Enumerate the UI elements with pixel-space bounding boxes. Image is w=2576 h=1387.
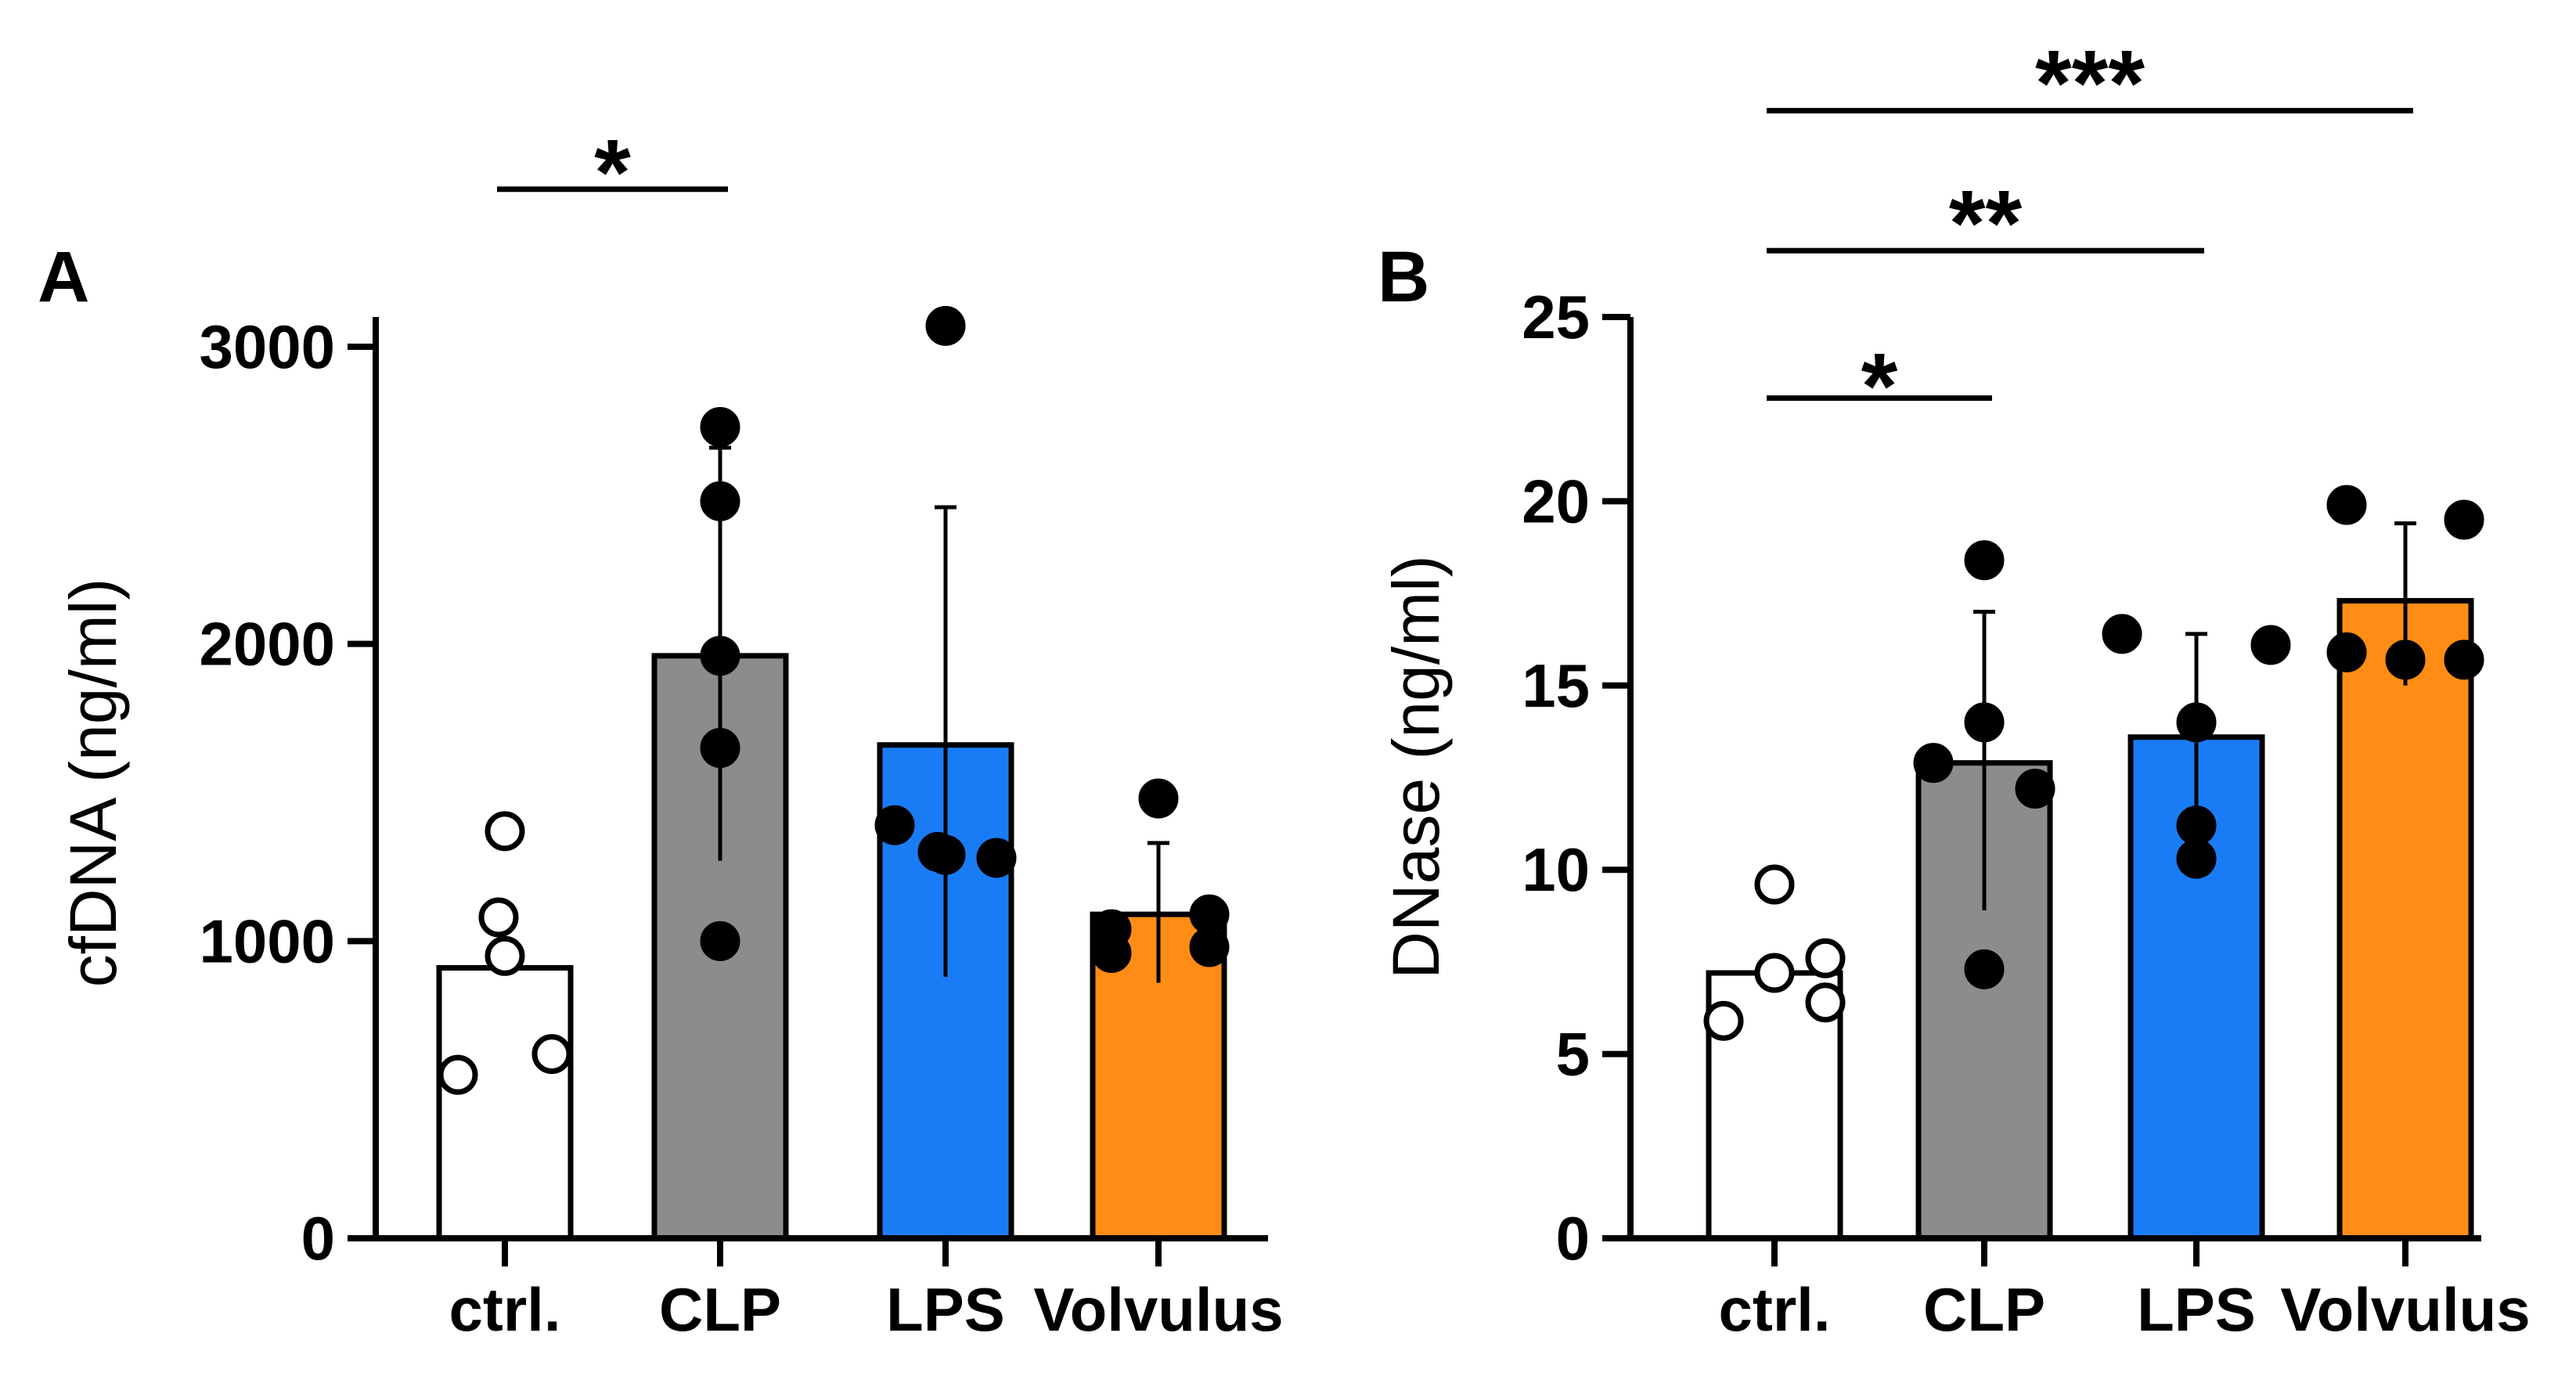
y-tick-label-b-3: 15 (1522, 651, 1590, 720)
data-point-a-1-4 (700, 920, 740, 961)
category-label-b-1: CLP (1923, 1275, 2045, 1344)
data-point-a-3-1 (1189, 894, 1230, 935)
data-point-b-1-0 (1964, 540, 2005, 581)
bar-b-3 (2336, 598, 2474, 1241)
data-point-a-0-0 (485, 811, 525, 852)
data-point-b-1-3 (2015, 769, 2055, 809)
data-point-b-3-2 (2326, 632, 2367, 672)
error-bars-b (1771, 521, 2416, 1266)
data-point-a-1-1 (700, 481, 740, 521)
data-point-b-3-0 (2326, 485, 2367, 525)
panel-letter-b: B (1378, 237, 1429, 317)
data-point-a-0-2 (485, 935, 525, 976)
data-point-a-0-4 (438, 1054, 478, 1095)
data-point-a-2-2 (976, 838, 1017, 878)
y-tick-label-b-1: 5 (1556, 1020, 1590, 1089)
axes-a (373, 317, 1268, 1241)
y-tick-label-b-2: 10 (1522, 835, 1590, 904)
significance-label-b-2: *** (2035, 31, 2145, 135)
significance-a: * (497, 121, 728, 225)
category-label-b-3: Volvulus (2280, 1275, 2530, 1344)
y-tick-label-b-0: 0 (1556, 1204, 1590, 1273)
significance-label-b-1: ** (1949, 171, 2023, 276)
y-tick-label-a-1: 1000 (199, 906, 335, 975)
data-point-b-1-1 (1964, 702, 2005, 743)
data-point-b-1-4 (1964, 949, 2005, 989)
category-label-b-0: ctrl. (1718, 1275, 1830, 1344)
points-b (1703, 485, 2484, 1041)
y-axis-title-b: DNase (ng/ml) (1379, 555, 1453, 978)
y-tick-label-a-3: 3000 (199, 312, 335, 381)
panel-letter-a: A (38, 237, 89, 317)
y-tick-label-b-5: 25 (1522, 283, 1590, 351)
data-point-b-0-2 (1754, 953, 1795, 993)
data-point-b-3-4 (2385, 639, 2426, 680)
significance-label-a-0: * (594, 121, 631, 225)
data-point-b-0-3 (1805, 982, 1846, 1023)
data-point-a-0-1 (478, 897, 519, 938)
bars-b (1706, 598, 2474, 1241)
category-label-a-0: ctrl. (449, 1275, 560, 1344)
category-labels-b: ctrl. CLP LPS Volvulus (1718, 1275, 2530, 1344)
data-point-a-2-0 (925, 305, 966, 346)
category-labels-a: ctrl. CLP LPS Volvulus (449, 1275, 1283, 1344)
y-ticks-a: 0 1000 2000 3000 (199, 312, 376, 1273)
data-point-b-0-4 (1703, 1000, 1744, 1041)
error-bars-a (502, 445, 1169, 1266)
data-point-b-0-0 (1754, 864, 1795, 905)
significance-label-b-0: * (1861, 334, 1898, 439)
data-point-b-3-3 (2444, 639, 2484, 680)
significance-b: ****** (1767, 31, 2413, 439)
data-point-a-0-3 (531, 1034, 572, 1075)
data-point-b-0-1 (1805, 938, 1846, 978)
data-point-a-1-3 (700, 728, 740, 769)
data-point-a-2-1 (874, 805, 915, 845)
data-point-a-3-3 (1189, 927, 1230, 967)
category-label-a-2: LPS (886, 1275, 1005, 1344)
data-point-b-2-2 (2176, 702, 2217, 743)
data-point-a-1-0 (700, 406, 740, 447)
data-point-a-2-4 (925, 834, 966, 875)
data-point-b-2-1 (2250, 625, 2291, 665)
data-point-b-3-1 (2444, 499, 2484, 540)
y-tick-label-b-4: 20 (1522, 467, 1590, 535)
y-ticks-b: 0 5 10 15 20 25 (1522, 283, 1630, 1273)
data-point-b-2-4 (2176, 838, 2217, 879)
data-point-b-1-2 (1913, 743, 1954, 784)
bar-a-0 (436, 964, 574, 1241)
points-a (438, 305, 1230, 1095)
category-label-b-2: LPS (2137, 1275, 2256, 1344)
data-point-b-2-3 (2176, 805, 2217, 846)
category-label-a-3: Volvulus (1033, 1275, 1283, 1344)
data-point-a-1-2 (700, 636, 740, 676)
data-point-a-3-4 (1091, 933, 1132, 974)
data-point-b-2-0 (2102, 614, 2142, 654)
axes-b (1627, 317, 2481, 1241)
data-point-a-3-0 (1138, 778, 1179, 819)
category-label-a-1: CLP (659, 1275, 781, 1344)
y-tick-label-a-0: 0 (301, 1204, 335, 1273)
panel-a: A cfDNA (ng/ml) 0 1000 2000 3000 * ctrl. CLP… (38, 121, 1284, 1344)
y-tick-label-a-2: 2000 (199, 610, 335, 679)
y-axis-title-a: cfDNA (ng/ml) (56, 578, 130, 988)
